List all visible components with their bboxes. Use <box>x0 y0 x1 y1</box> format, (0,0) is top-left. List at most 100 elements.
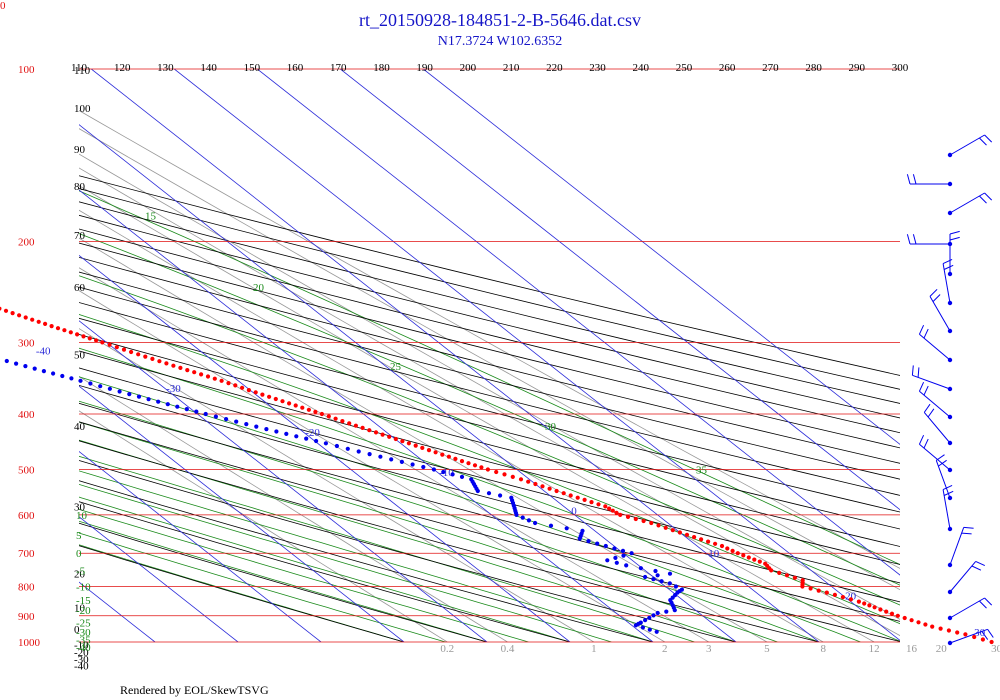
moist-adiabat-label: -20 <box>76 605 91 617</box>
dry-adiabat <box>79 501 571 642</box>
dry-adiabat <box>79 271 900 480</box>
dewpoint-point <box>213 414 218 419</box>
dewpoint-point <box>294 434 299 439</box>
temperature-point <box>360 425 365 430</box>
dewpoint-point <box>509 495 514 500</box>
mixing-ratio-line <box>79 110 900 569</box>
dry-adiabat <box>79 214 900 419</box>
dewpoint-point <box>389 457 394 462</box>
temperature-point <box>792 575 798 580</box>
wind-barb <box>929 288 953 334</box>
temperature-point <box>848 597 854 602</box>
moist-adiabat <box>79 470 654 642</box>
isotherms <box>79 69 900 642</box>
isotherm <box>79 385 405 642</box>
dewpoint-point <box>284 431 289 436</box>
temperature-point <box>440 452 445 457</box>
temperature-point <box>633 516 638 522</box>
dewpoint-point <box>156 399 161 404</box>
mixing-ratio-line <box>79 237 768 642</box>
pressure-label: 700 <box>18 548 35 560</box>
isotherm-label: 10 <box>708 548 720 560</box>
temperature-point <box>800 578 805 583</box>
dewpoint-point <box>203 411 208 417</box>
moist-adiabat-label: -40 <box>76 642 91 654</box>
temperature-point <box>663 525 668 530</box>
temperature-point <box>192 370 197 375</box>
temperature-point <box>713 541 718 546</box>
pressure-label: 800 <box>18 581 35 593</box>
temperature-point <box>446 454 451 459</box>
pressure-label: 300 <box>18 337 35 349</box>
dry-adiabat <box>79 242 900 449</box>
dry-adiabat <box>79 256 900 464</box>
temperature-point <box>267 394 272 399</box>
temperature-point <box>466 461 471 466</box>
temperature-point <box>62 328 67 333</box>
temperature-point <box>618 512 623 518</box>
corner-label: 0 <box>0 0 6 12</box>
dewpoint-point <box>378 454 383 459</box>
isotherm <box>79 124 737 642</box>
dewpoint-point <box>679 587 685 592</box>
dewpoint-point <box>264 427 269 432</box>
moist-adiabat-label: -10 <box>76 581 91 593</box>
temperature-point <box>212 376 217 381</box>
dewpoint-point <box>441 469 446 475</box>
temperature-point <box>253 390 258 395</box>
dewpoint-point <box>469 477 474 482</box>
temperature-point <box>10 311 15 316</box>
temperature-point <box>171 363 176 368</box>
temperature-point <box>459 459 465 464</box>
moist-adiabat <box>79 275 900 606</box>
temperature-point <box>319 411 324 417</box>
isotherm <box>79 516 239 642</box>
moist-adiabat <box>79 532 446 642</box>
temperature-point <box>246 388 251 393</box>
temperature-point <box>347 421 352 426</box>
dewpoint-point <box>107 386 112 391</box>
dewpoint-point <box>647 627 652 632</box>
dry-adiabat <box>79 367 900 584</box>
wind-barb <box>906 234 953 247</box>
dewpoint-point <box>194 409 199 414</box>
dry-adiabat <box>79 480 654 642</box>
temperature-point <box>746 555 751 560</box>
top-axis-tick: 240 <box>632 62 649 74</box>
dry-adiabat <box>79 460 737 642</box>
temperature-point <box>233 383 238 388</box>
temperature-point <box>895 613 900 618</box>
temperature-point <box>692 535 697 540</box>
dewpoint-point <box>274 429 279 434</box>
temperature-point <box>670 528 675 533</box>
moist-adiabat-label: -5 <box>76 565 86 577</box>
dry-adiabat <box>79 302 900 513</box>
temperature-point <box>547 486 552 491</box>
top-axis-tick: 260 <box>719 62 736 74</box>
isotherm <box>79 189 654 642</box>
pressure-label: 600 <box>18 510 35 522</box>
dewpoint-point <box>32 366 37 371</box>
isotherm <box>423 69 900 445</box>
wind-barb <box>935 454 953 501</box>
temperature-point <box>752 557 757 562</box>
top-axis-tick: 140 <box>200 62 217 74</box>
temperature-point <box>433 450 438 455</box>
top-axis-tick: 120 <box>114 62 131 74</box>
moist-adiabat <box>79 439 737 642</box>
isobars <box>79 68 900 643</box>
temperature-point <box>916 620 921 625</box>
theta-label: -10 <box>74 639 89 651</box>
mixing-ratio-lines <box>79 110 900 642</box>
isotherm-label: 30 <box>974 627 986 639</box>
temperature-point <box>68 330 73 335</box>
dry-adiabat <box>79 286 900 496</box>
temperature-point <box>143 354 148 359</box>
theta-label: 10 <box>74 602 86 614</box>
moist-adiabat-label: 35 <box>696 465 708 477</box>
dewpoint-point <box>667 571 673 576</box>
wind-barb <box>947 597 993 621</box>
temperature-point <box>502 472 507 477</box>
temperature-point <box>649 520 654 526</box>
